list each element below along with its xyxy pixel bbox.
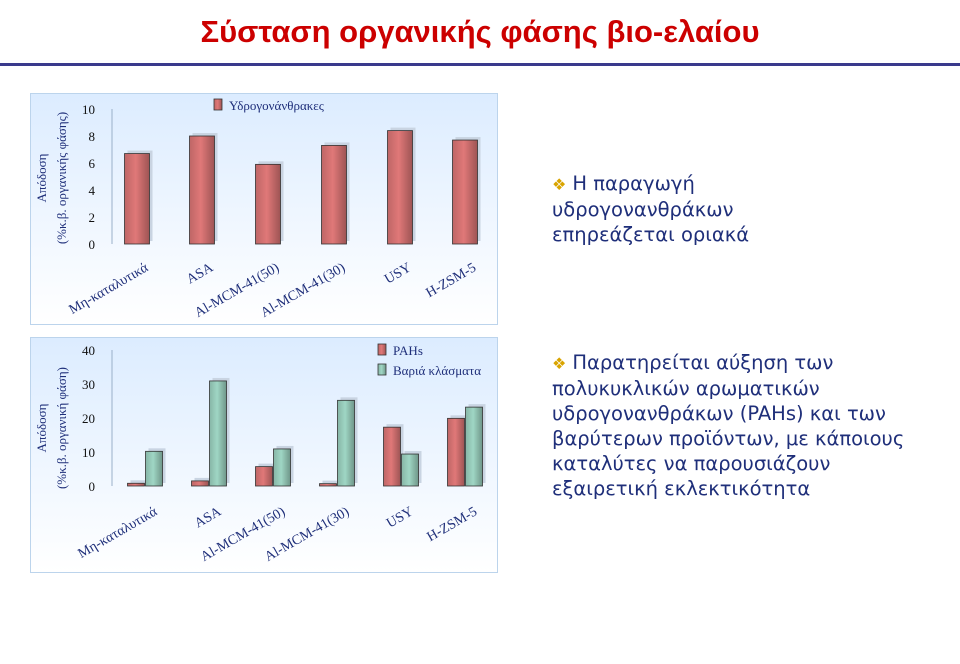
y-tick-label: 0 [89,237,96,252]
bar [273,448,291,487]
bar [127,482,145,487]
category-label: ASA [192,504,225,531]
bullet-pahs: ❖ Παρατηρείται αύξηση των πολυκυκλικών αρ… [552,350,922,501]
bullet-text: Η παραγωγή υδρογονανθράκων επηρεάζεται ο… [552,172,750,246]
y-tick-label: 10 [82,102,95,117]
bar [145,450,163,487]
diamond-bullet-icon: ❖ [552,175,567,194]
bar-shadow [322,480,340,483]
bar [189,135,215,245]
category-label: ASA [184,260,217,287]
bar [209,380,227,487]
y-tick-label: 6 [89,156,96,171]
y-tick-label: 8 [89,129,96,144]
bullet-text: Παρατηρείται αύξηση των πολυκυκλικών αρω… [552,351,905,500]
bar [255,466,273,487]
bar [337,399,355,487]
y-axis-title: Απόδοση [34,153,49,202]
legend-swatch [377,363,387,376]
bar [191,480,209,487]
y-tick-label: 0 [89,479,96,494]
y-axis-subtitle: (%κ.β. οργανική φάση) [54,367,69,489]
category-label: H-ZSM-5 [424,260,479,301]
bar [452,139,478,245]
legend-swatch [377,343,387,356]
bar [124,153,150,245]
category-label: USY [382,260,414,287]
y-tick-label: 10 [82,445,95,460]
category-label: Μη-καταλυτικά [67,260,152,318]
bar [401,453,419,487]
bar [387,130,413,245]
y-tick-label: 2 [89,210,96,225]
category-label: USY [384,504,416,531]
y-axis-subtitle: (%κ.β. οργανικής φάσης) [54,112,69,244]
y-tick-label: 30 [82,377,95,392]
bar [255,163,281,245]
bar [321,145,347,245]
diamond-bullet-icon: ❖ [552,354,567,373]
legend-swatch [213,98,223,111]
y-axis-title: Απόδοση [34,403,49,452]
legend-label: Υδρογονάνθρακες [229,98,325,113]
y-tick-label: 4 [89,183,96,198]
page-title: Σύσταση οργανικής φάσης βιο-ελαίου [200,14,760,49]
bar [465,406,483,487]
bar [447,417,465,487]
bar-shadow [194,477,212,483]
bar [383,426,401,487]
legend-label: Βαριά κλάσματα [393,363,481,378]
title-divider [0,63,960,66]
category-label: H-ZSM-5 [425,504,480,545]
y-tick-label: 40 [82,343,95,358]
bullet-hydrocarbons: ❖ Η παραγωγή υδρογονανθράκων επηρεάζεται … [552,171,812,247]
bar [319,483,337,487]
y-tick-label: 20 [82,411,95,426]
legend-label: PAHs [393,343,423,358]
category-label: Μη-καταλυτικά [76,504,161,562]
bar-shadow [130,480,148,483]
